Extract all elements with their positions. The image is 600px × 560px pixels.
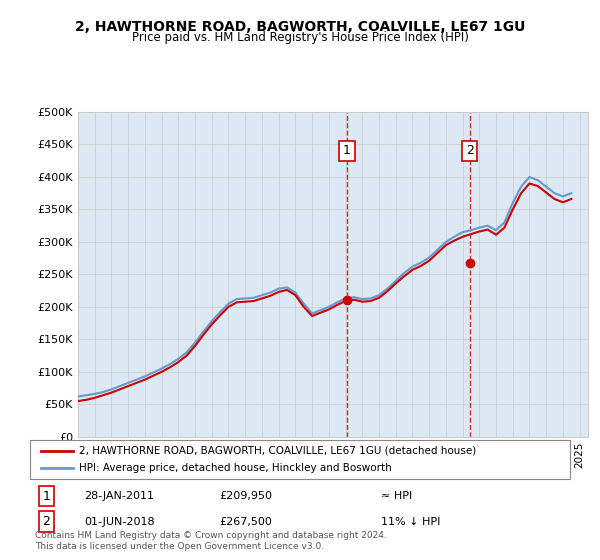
Text: ≈ HPI: ≈ HPI	[381, 491, 412, 501]
Text: HPI: Average price, detached house, Hinckley and Bosworth: HPI: Average price, detached house, Hinc…	[79, 463, 391, 473]
Text: 2, HAWTHORNE ROAD, BAGWORTH, COALVILLE, LE67 1GU: 2, HAWTHORNE ROAD, BAGWORTH, COALVILLE, …	[75, 20, 525, 34]
Text: Price paid vs. HM Land Registry's House Price Index (HPI): Price paid vs. HM Land Registry's House …	[131, 31, 469, 44]
FancyBboxPatch shape	[30, 440, 570, 479]
Text: Contains HM Land Registry data © Crown copyright and database right 2024.
This d: Contains HM Land Registry data © Crown c…	[35, 531, 387, 551]
Text: 11% ↓ HPI: 11% ↓ HPI	[381, 517, 440, 526]
Text: 01-JUN-2018: 01-JUN-2018	[84, 517, 155, 526]
Text: 1: 1	[343, 144, 351, 157]
Text: 1: 1	[42, 489, 50, 503]
Text: 2: 2	[466, 144, 473, 157]
Text: £209,950: £209,950	[219, 491, 272, 501]
Text: 2: 2	[42, 515, 50, 528]
Text: £267,500: £267,500	[219, 517, 272, 526]
Text: 28-JAN-2011: 28-JAN-2011	[84, 491, 154, 501]
Text: 2, HAWTHORNE ROAD, BAGWORTH, COALVILLE, LE67 1GU (detached house): 2, HAWTHORNE ROAD, BAGWORTH, COALVILLE, …	[79, 446, 476, 456]
